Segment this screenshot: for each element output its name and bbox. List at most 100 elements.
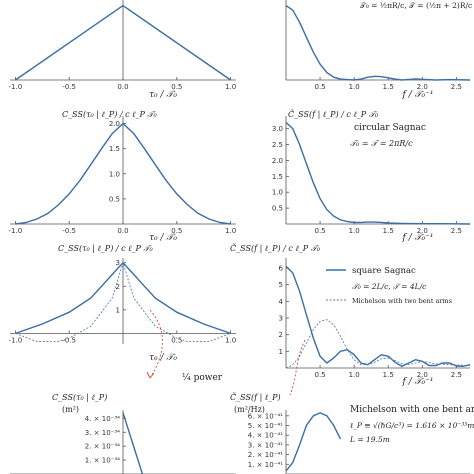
xtick-label-p6: 1.5 bbox=[383, 371, 394, 379]
plot-top-left: -1.0 -0.5 0.0 0.5 1.0 τ₀ / 𝒯₀ bbox=[9, 0, 236, 100]
xtick-label-p5: -1.0 bbox=[9, 336, 23, 344]
xtick-label-p5: -0.5 bbox=[62, 336, 76, 344]
ytick-label-p7: 3. × 10⁻³⁴ bbox=[85, 429, 120, 437]
series-p7-0 bbox=[122, 412, 144, 474]
xlabel-p4: f / 𝒯₀⁻¹ bbox=[402, 233, 434, 243]
xtick-label-p5: 0.5 bbox=[171, 336, 182, 344]
ytick-label-p4: 2.0 bbox=[272, 157, 283, 165]
xtick-label-p5: 1.0 bbox=[225, 336, 236, 344]
xtick-label-p1: -0.5 bbox=[62, 83, 76, 91]
ytick-label-p5: 2 bbox=[116, 283, 120, 291]
ytick-label-p5: 3 bbox=[116, 259, 120, 267]
xtick-label-p3: -0.5 bbox=[62, 227, 76, 235]
xtick-label-p4: 1.0 bbox=[349, 227, 360, 235]
ylabel-p8: C̃_SS(f | ℓ_P) bbox=[230, 393, 281, 402]
xtick-label-p1: 0.0 bbox=[117, 83, 128, 91]
series-p6-0 bbox=[285, 265, 471, 368]
ytick-label-p6: 5 bbox=[279, 281, 283, 289]
xtick-label-p6: 2.5 bbox=[451, 371, 462, 379]
series-p6-1 bbox=[285, 319, 471, 369]
xlabel-p1: τ₀ / 𝒯₀ bbox=[149, 90, 177, 100]
legend-square-sagnac: square Sagnac bbox=[352, 266, 416, 276]
ytick-label-p7: 2. × 10⁻³⁴ bbox=[85, 443, 120, 451]
legend-square-period: 𝒯₀ = 2L/c, 𝒯 = 4L/c bbox=[352, 282, 427, 291]
xtick-label-p3: -1.0 bbox=[9, 227, 23, 235]
ytick-label-p4: 1.5 bbox=[272, 173, 283, 181]
ytick-label-p5: 1 bbox=[116, 306, 120, 314]
xtick-label-p4: 2.0 bbox=[417, 227, 428, 235]
ytick-label-p6: 1 bbox=[279, 348, 283, 356]
xlabel-p5: τ₀ / 𝒯₀ bbox=[149, 353, 177, 363]
ytick-label-p8: 2. × 10⁻⁴¹ bbox=[248, 451, 283, 459]
xtick-label-p1: -1.0 bbox=[9, 83, 23, 91]
xlabel-p2: f / 𝒯₀⁻¹ bbox=[402, 90, 434, 100]
yunit-p8: (m²/Hz) bbox=[234, 405, 265, 414]
plot-square-frequency: 0.5 1.0 1.5 2.0 2.5 1 2 3 4 5 6 f / 𝒯₀⁻¹ bbox=[279, 258, 471, 387]
legend-michelson-two: Michelson with two bent arms bbox=[352, 297, 452, 305]
annotation-length: L = 19.5m bbox=[349, 435, 390, 444]
plot-top-right: 0.5 1.0 1.5 2.0 2.5 f / 𝒯₀⁻¹ bbox=[285, 0, 471, 100]
annotation-p2-0: 𝒯₀ = ½πR/c, 𝒯 = (½π + 2)R/c bbox=[360, 1, 472, 10]
xtick-label-p3: 0.0 bbox=[117, 227, 128, 235]
ytick-label-p8: 6. × 10⁻⁴¹ bbox=[248, 412, 283, 420]
plot-square-time: -1.0 -0.5 0.5 1.0 1 2 3 τ₀ / 𝒯₀ bbox=[9, 258, 236, 363]
connector-left bbox=[149, 309, 163, 379]
ytick-label-p4: 1.0 bbox=[272, 189, 283, 197]
annotation-michelson-one: Michelson with one bent arm bbox=[350, 405, 474, 415]
ytick-label-p3: 0.5 bbox=[109, 195, 120, 203]
ytick-label-p6: 3 bbox=[279, 315, 283, 323]
xtick-label-p4: 2.5 bbox=[451, 227, 462, 235]
yunit-p7: (m²) bbox=[62, 405, 79, 414]
xtick-label-p3: 1.0 bbox=[225, 227, 236, 235]
ytick-label-p8: 1. × 10⁻⁴¹ bbox=[248, 461, 283, 469]
xtick-label-p2: 1.0 bbox=[349, 83, 360, 91]
plot-bent-time: 1. × 10⁻³⁴ 2. × 10⁻³⁴ 3. × 10⁻³⁴ 4. × 10⁻³⁴ bbox=[10, 410, 236, 474]
series-p3-0 bbox=[15, 122, 231, 225]
xtick-label-p3: 0.5 bbox=[171, 227, 182, 235]
xtick-label-p1: 1.0 bbox=[225, 83, 236, 91]
quarter-power-label: ¼ power bbox=[182, 372, 223, 383]
xtick-label-p2: 1.5 bbox=[383, 83, 394, 91]
ytick-label-p6: 4 bbox=[279, 298, 284, 306]
series-p2-0 bbox=[285, 5, 471, 81]
ytick-label-p3: 1.5 bbox=[109, 145, 120, 153]
ytick-label-p6: 6 bbox=[279, 265, 284, 273]
ytick-label-p7: 4. × 10⁻³⁴ bbox=[85, 415, 120, 423]
xtick-label-p6: 0.5 bbox=[315, 371, 326, 379]
xlabel-p3: τ₀ / 𝒯₀ bbox=[149, 233, 177, 243]
ytick-label-p4: 3.0 bbox=[272, 125, 283, 133]
annotation-circular-sagnac: circular Sagnac bbox=[354, 123, 426, 133]
series-p4-0 bbox=[285, 121, 471, 225]
connector-right bbox=[289, 339, 306, 396]
xlabel-p6: f / 𝒯₀⁻¹ bbox=[402, 377, 434, 387]
plot-bent-frequency: 1. × 10⁻⁴¹ 2. × 10⁻⁴¹ 3. × 10⁻⁴¹4. × 10⁻⁴¹… bbox=[248, 410, 470, 474]
ylabel-p3: C_SS(τ₀ | ℓ_P) / c ℓ_P 𝒯₀ bbox=[62, 110, 158, 119]
plot-circular-time: -1.0 -0.5 0.0 0.5 1.0 0.5 1.0 1.5 2.0 τ₀ / 𝒯₀ bbox=[9, 116, 236, 243]
annotation-circular-period: 𝒯₀ = 𝒯 = 2πR/c bbox=[350, 139, 413, 148]
ytick-label-p6: 2 bbox=[279, 331, 283, 339]
ytick-label-p8: 3. × 10⁻⁴¹ bbox=[248, 441, 283, 449]
ytick-label-p3: 2.0 bbox=[109, 120, 120, 128]
xtick-label-p4: 1.5 bbox=[383, 227, 394, 235]
series-p8-0 bbox=[285, 412, 342, 472]
xtick-label-p2: 2.0 bbox=[417, 83, 428, 91]
ytick-label-p8: 5. × 10⁻⁴¹ bbox=[248, 422, 283, 430]
xtick-label-p2: 2.5 bbox=[451, 83, 462, 91]
xtick-label-p6: 1.0 bbox=[349, 371, 360, 379]
arrowhead-left bbox=[146, 371, 155, 379]
xtick-label-p2: 0.5 bbox=[315, 83, 326, 91]
series-p5-1 bbox=[15, 261, 231, 343]
ylabel-p5: C_SS(τ₀ | ℓ_P) / c ℓ_P 𝒯₀ bbox=[58, 244, 154, 253]
ytick-label-p4: 0.5 bbox=[272, 205, 283, 213]
xtick-label-p4: 0.5 bbox=[315, 227, 326, 235]
ytick-label-p7: 1. × 10⁻³⁴ bbox=[85, 457, 120, 465]
ylabel-p4: C̃_SS(f | ℓ_P) / c ℓ_P 𝒯₀ bbox=[288, 110, 379, 119]
ytick-label-p3: 1.0 bbox=[109, 170, 120, 178]
ytick-label-p8: 4. × 10⁻⁴¹ bbox=[248, 432, 283, 440]
ylabel-p7: C_SS(τ₀ | ℓ_P) bbox=[52, 393, 107, 402]
series-p1-0 bbox=[15, 4, 231, 81]
plot-circular-frequency: 0.5 1.0 1.5 2.0 2.5 0.5 1.0 1.5 2.0 2.5 3.0 f / 𝒯₀⁻… bbox=[272, 116, 471, 243]
xtick-label-p6: 2.0 bbox=[417, 371, 428, 379]
annotation-planck-length: ℓ_P ≡ √(ħG/c³) = 1.616 × 10⁻³⁵m bbox=[350, 421, 474, 430]
